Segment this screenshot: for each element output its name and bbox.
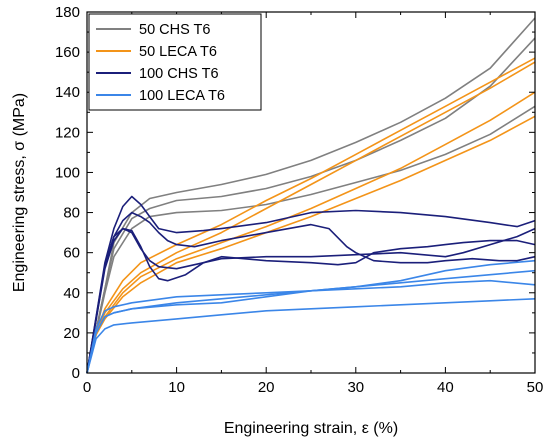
legend-label: 100 LECA T6 [139,88,225,104]
y-tick-label: 100 [55,164,80,181]
curve-series-1-specimen-2 [86,37,536,374]
curve-series-2-specimen-4 [86,115,536,374]
legend-label: 50 LECA T6 [139,44,217,60]
x-tick-label: 20 [258,379,275,396]
y-tick-label: 40 [63,285,80,302]
curve-series-3-specimen-3 [86,227,536,374]
x-tick-label: 0 [83,379,91,396]
curve-series-2-specimen-3 [86,91,536,374]
legend-label: 100 CHS T6 [139,66,219,82]
curve-series-4-specimen-3 [86,279,536,374]
y-tick-label: 0 [72,365,80,382]
y-tick-label: 160 [55,44,80,61]
curve-series-3-specimen-2 [86,211,536,374]
x-tick-label: 40 [437,379,454,396]
y-tick-label: 120 [55,124,80,141]
y-tick-label: 80 [63,205,80,222]
curve-series-1-specimen-3 [86,105,536,374]
axes: 0 10 20 30 40 50 0 20 40 60 80 100 120 140 160 180 [55,4,543,396]
y-tick-label: 60 [63,245,80,262]
y-axis-label: Engineering stress, σ (MPa) [11,93,28,292]
curve-series-4-specimen-4 [86,298,536,374]
x-tick-label: 10 [168,379,185,396]
y-tick-label: 20 [63,325,80,342]
curve-series-4-specimen-2 [86,269,536,374]
x-tick-label: 50 [527,379,544,396]
x-axis-label: Engineering strain, ε (%) [224,420,398,437]
legend: 50 CHS T6 50 LECA T6 100 CHS T6 100 LECA T6 [88,13,262,111]
curve-series-2-specimen-1 [86,57,536,374]
curve-series-3-specimen-1 [86,195,536,374]
curve-series-3-specimen-4 [86,227,536,374]
y-tick-label: 180 [55,4,80,21]
curve-series-4-specimen-1 [86,259,536,374]
legend-label: 50 CHS T6 [139,22,210,38]
data-curves [86,17,536,374]
x-tick-label: 30 [347,379,364,396]
y-tick-label: 140 [55,84,80,101]
